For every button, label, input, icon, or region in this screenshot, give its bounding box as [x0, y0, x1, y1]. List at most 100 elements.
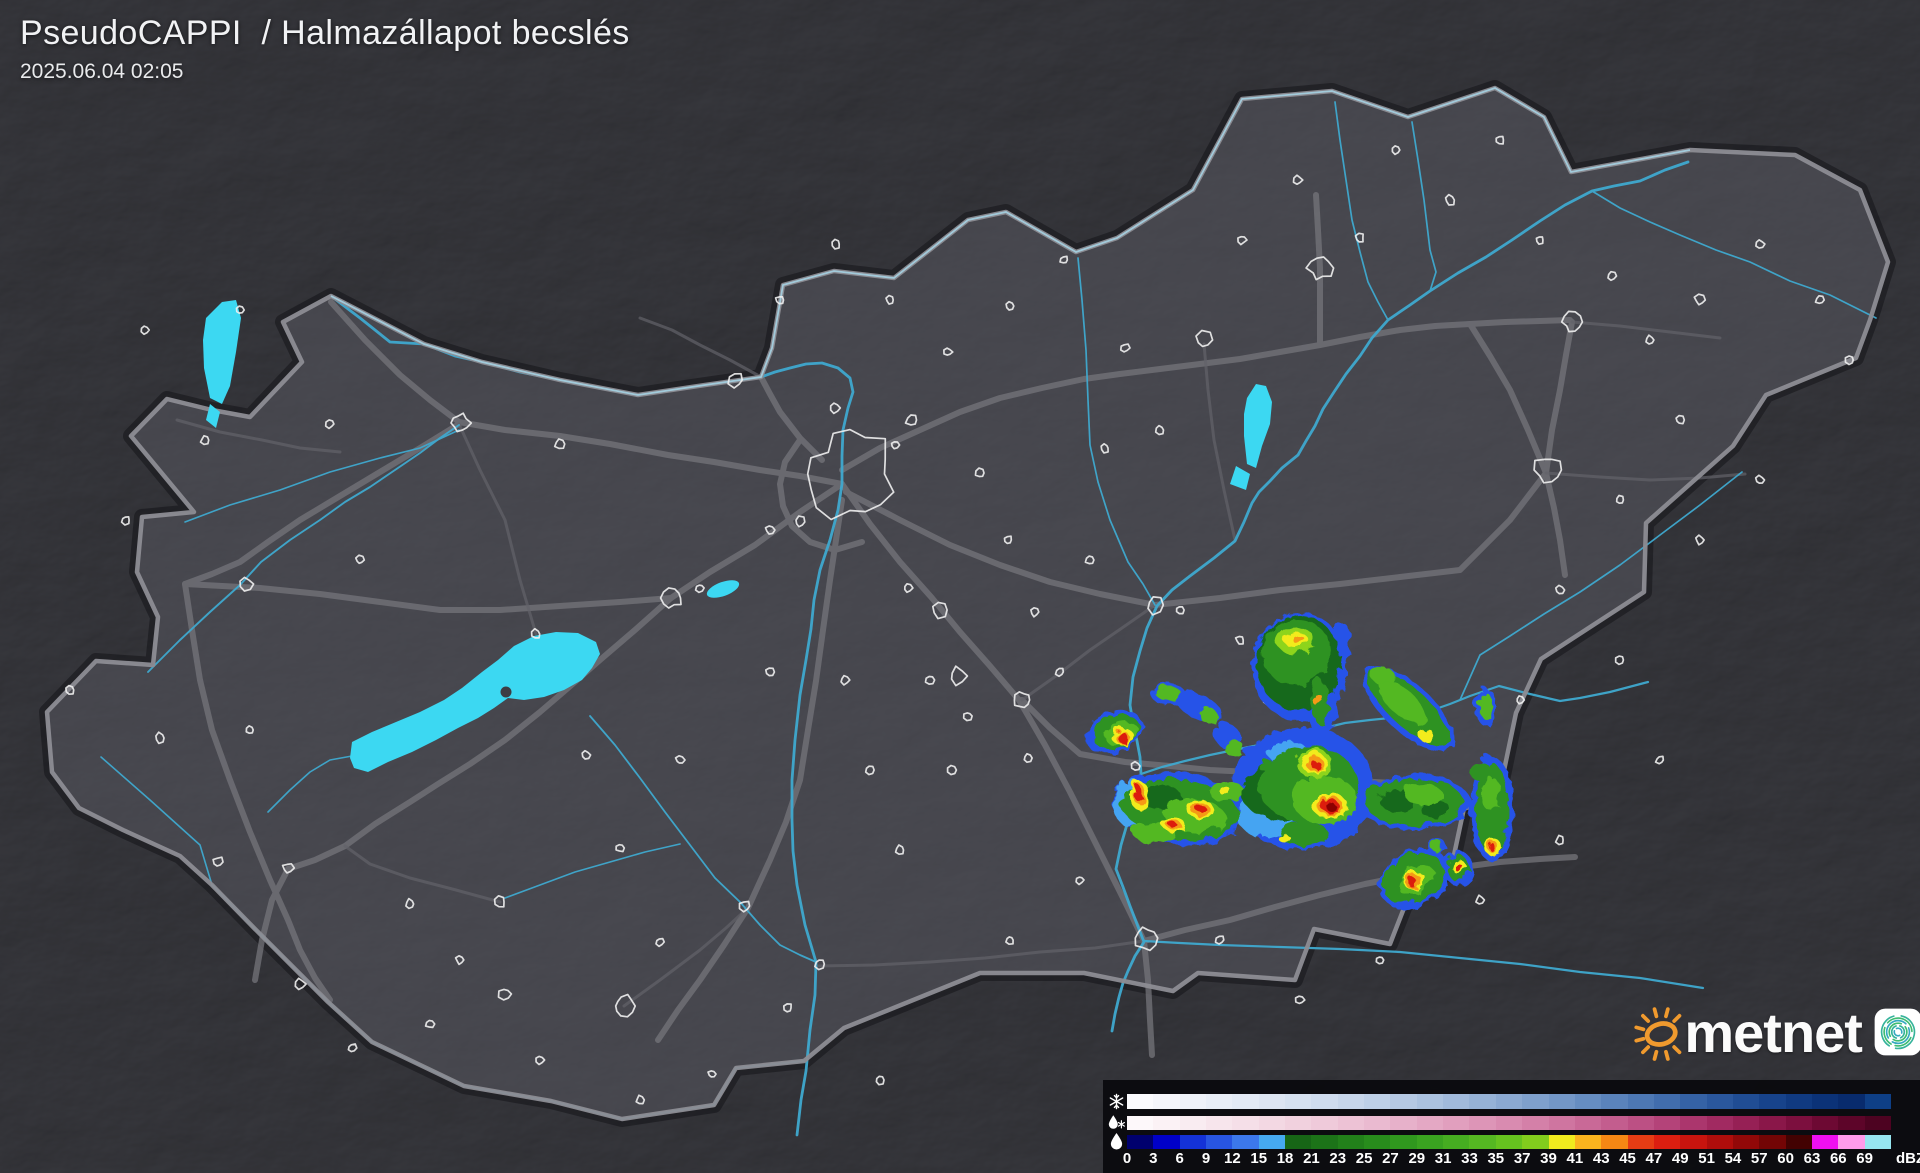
lakes — [203, 300, 1272, 772]
border-river-accent — [330, 87, 1691, 396]
settlement-outline — [1147, 596, 1165, 616]
settlement-outline — [1533, 458, 1563, 484]
settlement-outline — [1354, 232, 1364, 243]
tihany-peninsula — [500, 686, 512, 698]
settlement-outline — [1005, 300, 1015, 311]
settlement-outline — [946, 764, 958, 776]
settlement-outline — [1554, 834, 1564, 846]
settlement-outline — [1234, 635, 1245, 645]
settlement-outline — [1614, 655, 1625, 666]
settlement-outline — [1375, 956, 1385, 965]
settlement-outline — [962, 712, 973, 722]
settlement-outline — [535, 1055, 546, 1066]
legend-unit: dBZ — [1896, 1150, 1920, 1167]
settlement-outline — [155, 731, 165, 745]
settlement-outline — [450, 412, 473, 433]
settlement-outline — [875, 1075, 885, 1086]
settlement-outline — [924, 675, 936, 685]
settlement-outline — [931, 601, 948, 620]
settlement-outline — [120, 515, 130, 526]
settlement-outline — [294, 977, 307, 991]
settlement-outline — [1495, 135, 1505, 145]
settlement-outline — [1654, 755, 1665, 765]
legend-ticks: 0 3 6 9 12 15 18 21 23 25 27 29 31 33 35 37 39 41 43 45 47 49… — [1122, 1150, 1873, 1167]
settlement-outline — [497, 988, 513, 1001]
settlement-outline — [1391, 145, 1401, 156]
settlement-outline — [1554, 584, 1566, 595]
settlement-outline — [1023, 752, 1033, 764]
sun-icon — [1634, 1007, 1682, 1061]
settlement-outline — [974, 467, 985, 478]
settlement-outline — [1013, 691, 1031, 709]
settlement-outline — [764, 667, 776, 677]
settlement-outline — [1003, 535, 1013, 545]
metnet-app-icon[interactable] — [1874, 994, 1920, 1070]
settlement-outline — [1844, 355, 1855, 366]
settlement-outline — [1560, 310, 1584, 333]
settlement-outline — [829, 402, 842, 415]
settlement-outline — [806, 428, 895, 521]
settlement-outline — [635, 1094, 646, 1105]
page-title: PseudoCAPPI / Halmazállapot becslés — [20, 14, 630, 52]
settlement-outline — [347, 1043, 358, 1053]
settlement-outline — [354, 554, 366, 565]
settlement-outline — [212, 856, 224, 867]
settlement-outline — [1195, 329, 1214, 348]
settlement-outline — [894, 844, 905, 856]
settlement-outline — [424, 1019, 436, 1029]
settlement-outline — [614, 993, 637, 1018]
settlement-outline — [1100, 442, 1109, 454]
settlement-outline — [1675, 414, 1686, 425]
settlement-outline — [813, 959, 826, 971]
settlement-outline — [140, 325, 151, 336]
timestamp: 2025.06.04 02:05 — [20, 60, 184, 83]
country-border — [44, 85, 1891, 1122]
settlement-outline — [764, 525, 776, 535]
settlement-outline — [581, 749, 592, 760]
settlement-outline — [1175, 606, 1185, 615]
metnet-logo[interactable]: metnet — [1634, 984, 1920, 1080]
snowflake-icon — [1106, 1092, 1126, 1110]
settlement-outline — [1535, 236, 1544, 246]
settlement-outline — [281, 862, 296, 874]
settlement-outline — [245, 725, 255, 735]
settlement-outline — [1059, 255, 1069, 264]
settlement-outline — [674, 754, 686, 764]
settlement-outline — [655, 937, 666, 948]
settlement-outline — [530, 627, 541, 639]
settlement-outline — [324, 419, 335, 430]
settlement-outline — [782, 1003, 792, 1013]
lake-velence — [706, 580, 740, 598]
settlement-outline — [1693, 293, 1707, 306]
settlement-outline — [1030, 606, 1040, 618]
raindrop-icon — [1106, 1132, 1126, 1150]
sleet-icon — [1106, 1113, 1126, 1131]
lake-balaton — [350, 632, 600, 772]
dbz-legend: 0 3 6 9 12 15 18 21 23 25 27 29 31 33 35 37 39 41 43 45 47 49… — [1103, 1080, 1920, 1173]
settlement-outline — [1475, 894, 1486, 905]
river-tisza — [1110, 160, 1690, 1033]
map-header: PseudoCAPPI / Halmazállapot becslés 2025… — [20, 14, 630, 84]
settlement-outline — [235, 305, 246, 314]
settlement-outline — [1516, 695, 1526, 705]
settlement-outline — [1615, 494, 1625, 505]
settlement-outline — [904, 414, 918, 426]
settlement-outline — [694, 584, 705, 594]
settlement-outline — [1694, 534, 1705, 546]
lake-tisza — [1244, 384, 1272, 468]
settlement-outline — [864, 765, 875, 776]
settlement-outline — [707, 1070, 717, 1078]
settlement-outline — [199, 434, 210, 446]
road-network — [182, 192, 1578, 1058]
settlement-outline — [1154, 424, 1165, 436]
snow-scale-bar — [1127, 1094, 1891, 1109]
settlement-outline — [553, 438, 566, 450]
settlement-outline — [885, 294, 895, 305]
settlement-outline — [1054, 667, 1065, 678]
settlement-outline — [659, 587, 682, 609]
settlement-outline — [1005, 936, 1014, 946]
settlement-outline — [1444, 193, 1456, 206]
settlement-outline — [1134, 926, 1159, 952]
rain-scale-bar — [1127, 1135, 1891, 1149]
